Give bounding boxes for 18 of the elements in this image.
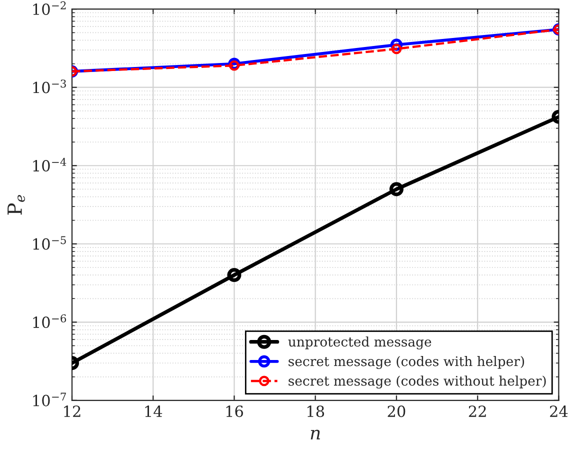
x-tick-label: 18 [308, 406, 324, 418]
legend-label: secret message (codes with helper) [288, 356, 524, 369]
y-tick-label: 10$^{−5}$ [33, 236, 66, 250]
y-tick-label: 10$^{−3}$ [33, 80, 66, 94]
x-tick-label: 20 [388, 406, 406, 418]
y-tick-label: 10$^{−7}$ [33, 392, 66, 406]
x-tick-label: 24 [550, 406, 568, 417]
y-tick-label: 10$^{−4}$ [33, 158, 66, 172]
x-tick-label: 22 [468, 406, 486, 417]
legend-label: secret message (codes without helper) [288, 376, 546, 389]
y-tick-label: 10$^{−6}$ [33, 314, 66, 328]
x-tick-label: 16 [226, 406, 243, 418]
legend-label: unprotected message [288, 336, 432, 350]
y-tick-label: 10$^{−2}$ [33, 1, 66, 16]
x-tick-label: 12 [64, 406, 80, 417]
x-axis-title: n [310, 430, 320, 440]
y-axis-title: P$_{e}$ [8, 195, 25, 215]
x-tick-label: 14 [145, 406, 162, 417]
